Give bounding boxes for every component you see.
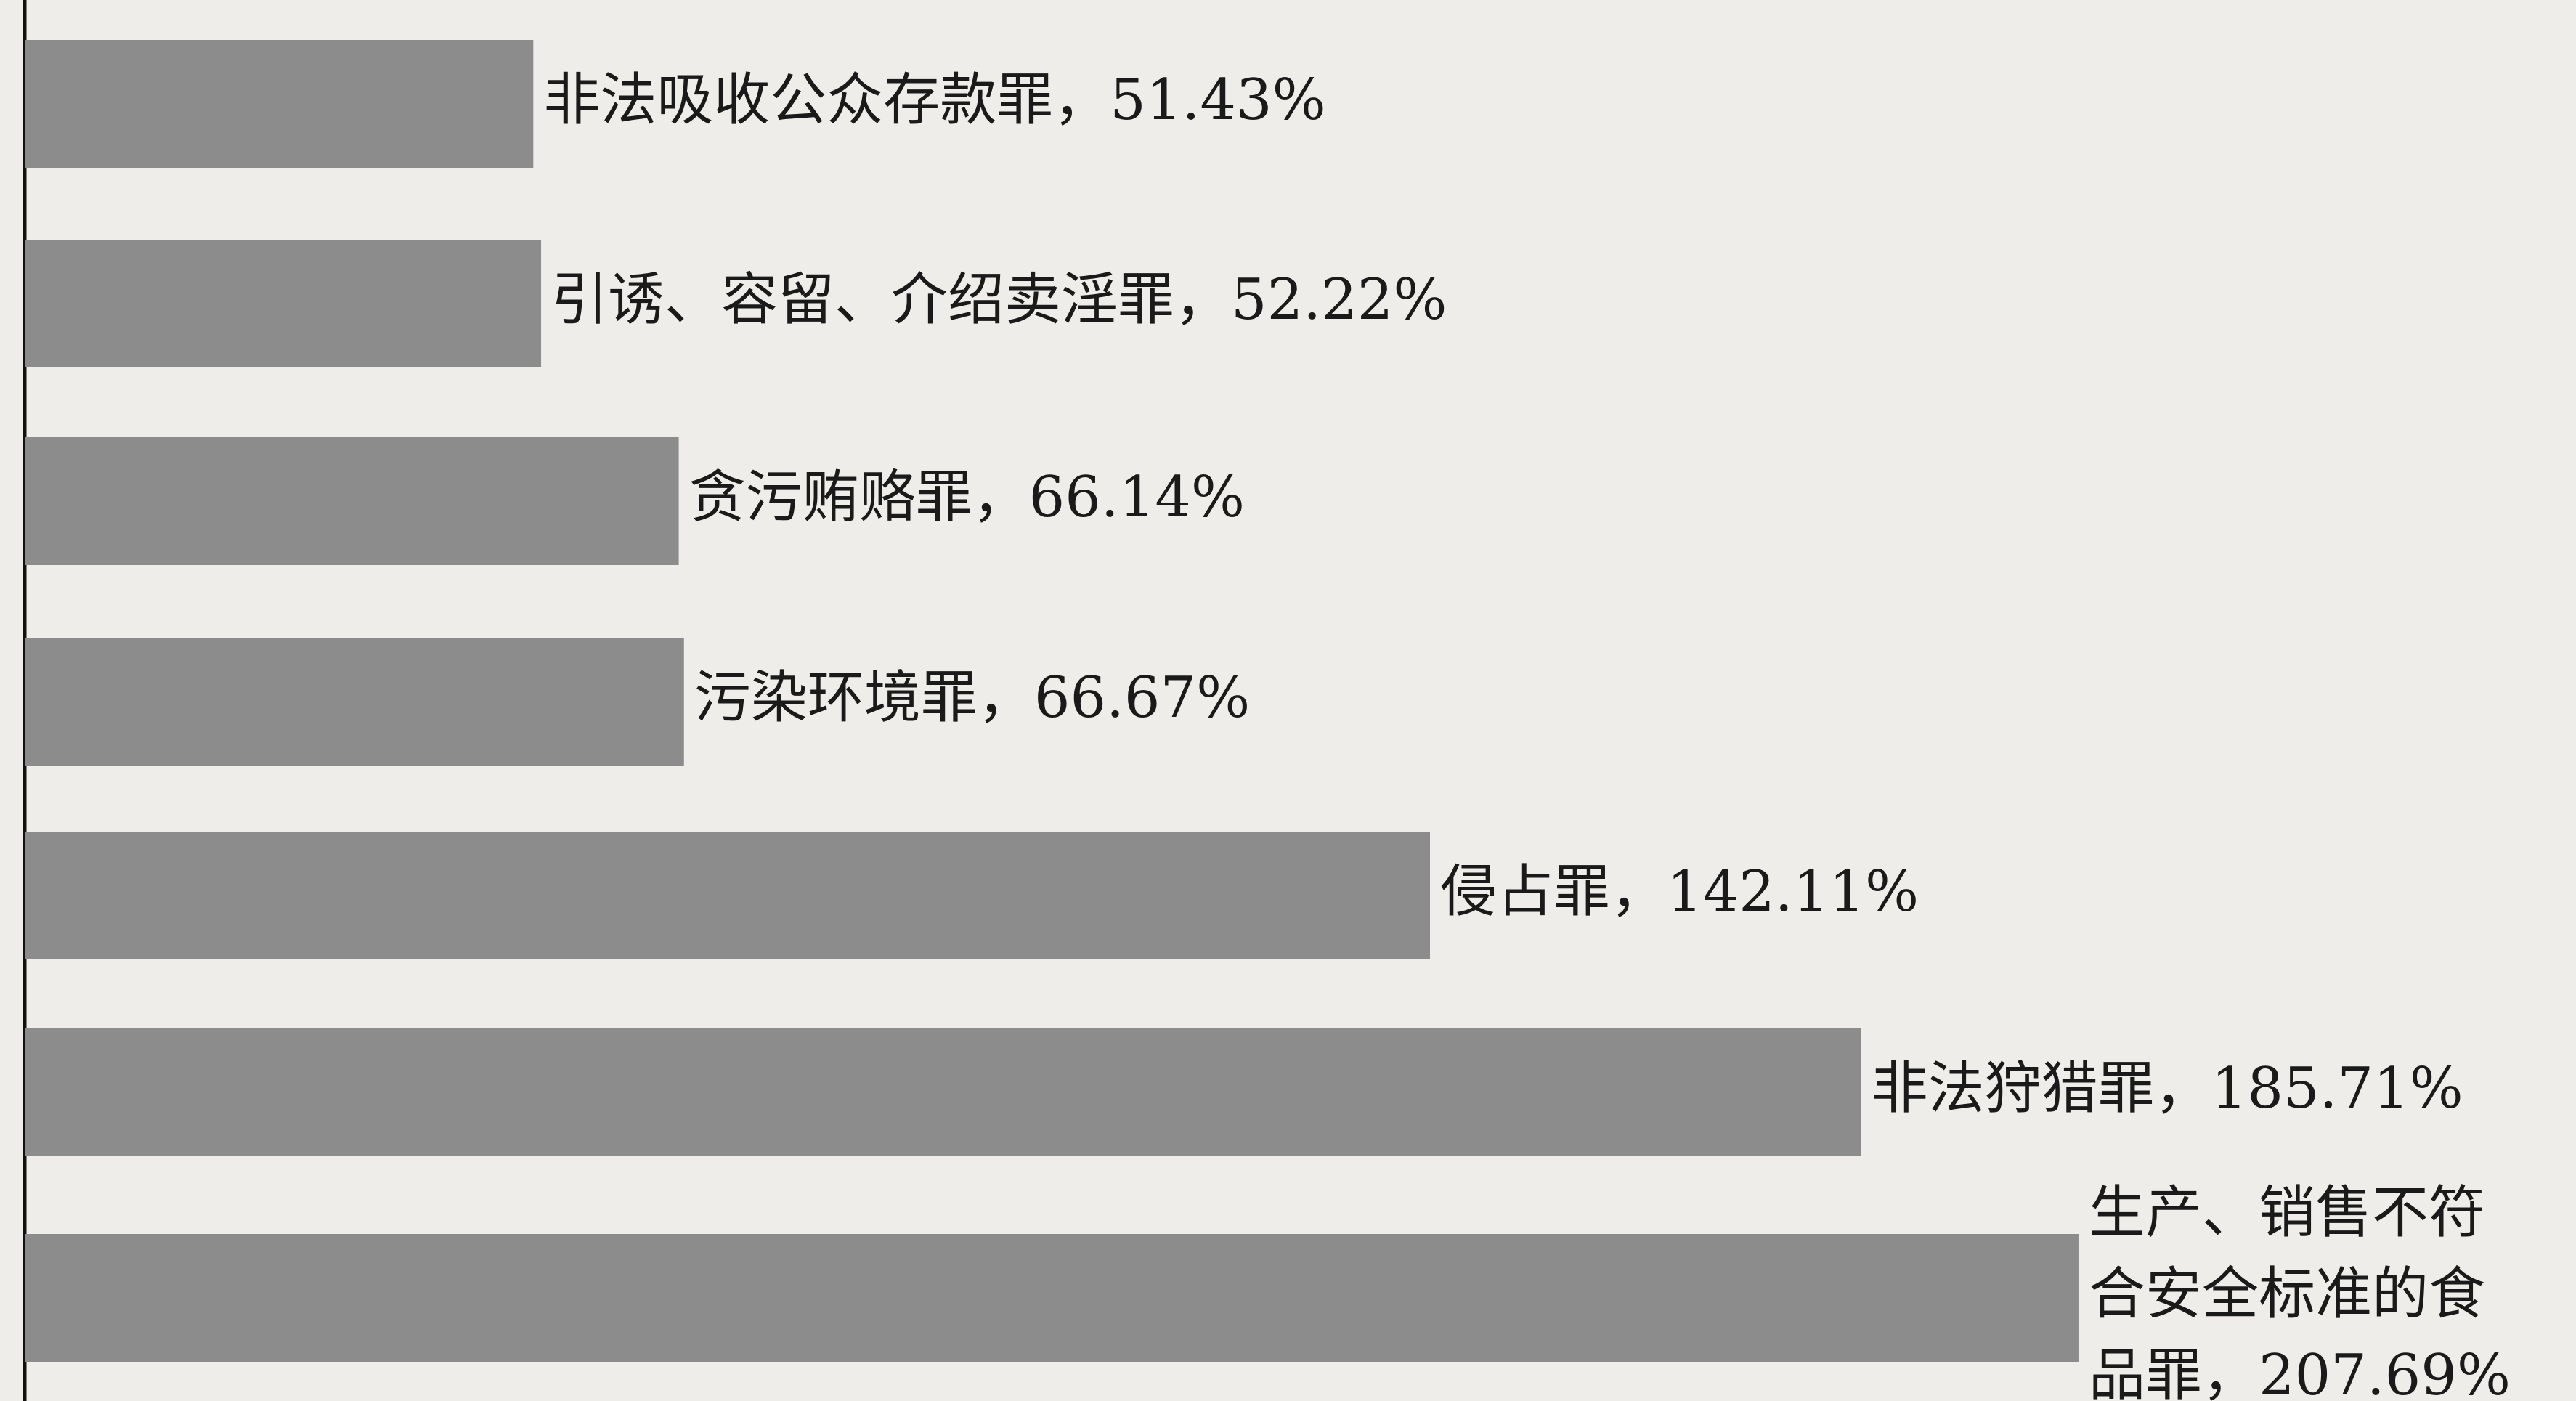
bar [25,437,679,565]
bar [25,638,684,766]
bar-label: 非法狩猎罪，185.71% [1872,1056,2463,1121]
bar-label: 污染环境罪，66.67% [694,665,1250,731]
bar [25,240,542,367]
bar [25,1028,1861,1156]
bar-label: 非法吸收公众存款罪，51.43% [543,68,1325,133]
value-label: 52.22% [1231,267,1447,333]
bar [25,40,534,168]
bar-label: 引诱、容留、介绍卖淫罪，52.22% [551,267,1447,333]
value-label: 51.43% [1110,68,1325,133]
value-label: 185.71% [2211,1056,2463,1121]
value-label: 207.69% [2259,1343,2511,1401]
category-label: 非法狩猎罪， [1872,1056,2211,1121]
category-label: 污染环境罪， [694,665,1034,731]
value-label: 66.14% [1029,465,1245,530]
bar [25,1234,2079,1362]
category-line: 合安全标准的食 [2089,1262,2485,1327]
category-line: 品罪， [2089,1343,2259,1401]
category-label: 生产、销售不符合安全标准的食品罪，207.69% [2089,1180,2511,1401]
bar [25,832,1431,959]
bar-label: 侵占罪，142.11% [1440,859,1919,925]
value-label: 66.67% [1034,665,1250,731]
category-line: 生产、销售不符 [2089,1180,2485,1246]
category-label: 贪污贿赂罪， [689,465,1029,530]
category-label: 非法吸收公众存款罪， [543,68,1110,133]
value-label: 142.11% [1667,859,1919,925]
category-label: 侵占罪， [1440,859,1667,925]
category-label: 引诱、容留、介绍卖淫罪， [551,267,1231,333]
bar-label: 贪污贿赂罪，66.14% [689,465,1245,530]
